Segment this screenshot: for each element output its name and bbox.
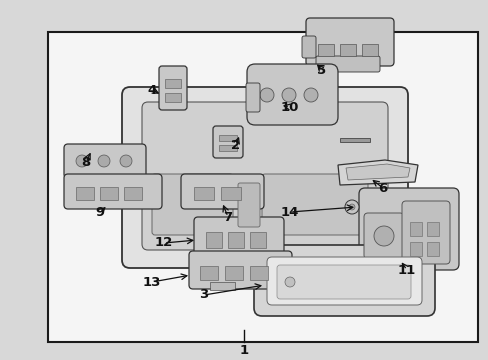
FancyBboxPatch shape: [181, 174, 264, 209]
FancyBboxPatch shape: [194, 217, 284, 257]
Bar: [249, 266, 267, 280]
FancyBboxPatch shape: [159, 66, 186, 110]
Circle shape: [345, 200, 358, 214]
FancyBboxPatch shape: [253, 245, 434, 316]
Text: 10: 10: [280, 100, 299, 113]
Bar: [219, 145, 237, 151]
Bar: [221, 187, 241, 200]
Bar: [227, 232, 244, 248]
Bar: [164, 79, 181, 88]
FancyBboxPatch shape: [64, 174, 162, 209]
Text: 8: 8: [81, 156, 90, 168]
Bar: [194, 187, 214, 200]
Bar: [361, 44, 377, 56]
Bar: [409, 222, 421, 236]
FancyBboxPatch shape: [152, 174, 232, 235]
Text: 14: 14: [280, 206, 299, 219]
Circle shape: [282, 88, 295, 102]
Bar: [124, 187, 142, 200]
Text: 4: 4: [147, 84, 156, 96]
Text: 2: 2: [231, 139, 240, 152]
FancyBboxPatch shape: [246, 64, 337, 125]
FancyBboxPatch shape: [363, 213, 403, 259]
Bar: [76, 187, 94, 200]
Text: 5: 5: [317, 63, 326, 77]
Bar: [339, 44, 355, 56]
FancyBboxPatch shape: [305, 18, 393, 66]
Bar: [426, 222, 438, 236]
Bar: [219, 135, 237, 141]
FancyBboxPatch shape: [266, 257, 421, 305]
Bar: [426, 242, 438, 256]
Circle shape: [260, 88, 273, 102]
FancyBboxPatch shape: [122, 87, 407, 268]
FancyBboxPatch shape: [189, 251, 291, 289]
Bar: [205, 232, 222, 248]
Bar: [200, 266, 218, 280]
Polygon shape: [346, 164, 409, 180]
Circle shape: [304, 88, 317, 102]
Circle shape: [76, 155, 88, 167]
Bar: [249, 232, 265, 248]
Text: 7: 7: [223, 211, 232, 224]
Text: 9: 9: [95, 206, 104, 219]
FancyBboxPatch shape: [48, 32, 477, 342]
FancyBboxPatch shape: [302, 36, 315, 58]
Circle shape: [373, 226, 393, 246]
FancyBboxPatch shape: [245, 83, 260, 112]
FancyBboxPatch shape: [238, 183, 260, 227]
Bar: [209, 282, 235, 290]
Text: 13: 13: [142, 275, 161, 288]
Text: 12: 12: [155, 237, 173, 249]
Text: 3: 3: [199, 288, 208, 302]
Bar: [164, 93, 181, 102]
Text: 11: 11: [397, 264, 415, 276]
Text: 1: 1: [239, 343, 248, 356]
FancyBboxPatch shape: [262, 174, 367, 235]
Bar: [317, 44, 333, 56]
FancyBboxPatch shape: [401, 201, 449, 264]
FancyBboxPatch shape: [213, 126, 243, 158]
FancyBboxPatch shape: [358, 188, 458, 270]
Bar: [100, 187, 118, 200]
FancyBboxPatch shape: [142, 102, 387, 250]
FancyArrow shape: [339, 138, 369, 142]
Circle shape: [348, 204, 354, 210]
Circle shape: [120, 155, 132, 167]
Circle shape: [285, 277, 294, 287]
FancyBboxPatch shape: [276, 265, 410, 299]
Circle shape: [98, 155, 110, 167]
Polygon shape: [337, 160, 417, 185]
Text: 6: 6: [378, 181, 387, 194]
FancyBboxPatch shape: [315, 56, 379, 72]
Bar: [224, 266, 243, 280]
Bar: [409, 242, 421, 256]
FancyBboxPatch shape: [64, 144, 146, 178]
